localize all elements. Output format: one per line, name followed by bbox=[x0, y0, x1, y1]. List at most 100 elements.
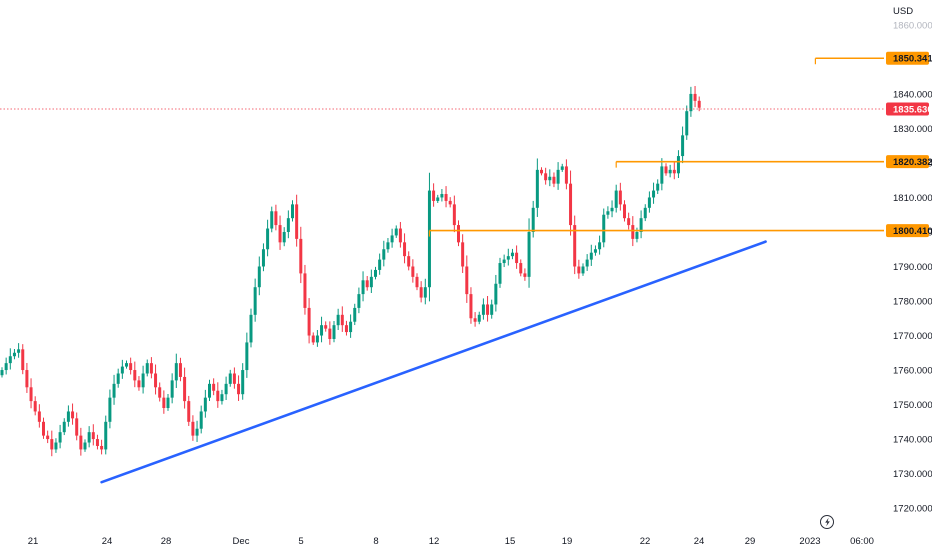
candle-body bbox=[448, 200, 452, 205]
x-tick-label: 21 bbox=[28, 536, 39, 547]
candle-body bbox=[62, 421, 66, 433]
y-tick-label: 1830.000 bbox=[893, 124, 932, 135]
candle-body bbox=[112, 383, 116, 398]
candle-body bbox=[427, 190, 431, 288]
candle-body bbox=[29, 387, 33, 402]
candle-body bbox=[614, 190, 618, 208]
candle-body bbox=[33, 401, 37, 412]
candle-body bbox=[535, 169, 539, 208]
candle-body bbox=[635, 231, 639, 239]
candle-body bbox=[170, 380, 174, 398]
trendline[interactable] bbox=[100, 240, 767, 484]
candle-body bbox=[589, 252, 593, 260]
candle-body bbox=[631, 225, 635, 239]
candle-body bbox=[108, 397, 112, 422]
candle-body bbox=[585, 259, 589, 267]
candle-body bbox=[66, 411, 70, 422]
x-tick-label: 24 bbox=[102, 536, 113, 547]
candle-body bbox=[95, 439, 99, 446]
candle-body bbox=[693, 93, 697, 101]
candle-body bbox=[577, 266, 581, 274]
candle-body bbox=[365, 280, 369, 288]
x-tick-label: 28 bbox=[161, 536, 172, 547]
y-tick-label: 1840.000 bbox=[893, 89, 932, 100]
candle-body bbox=[444, 194, 448, 201]
y-tick-label: 1740.000 bbox=[893, 435, 932, 446]
candle-body bbox=[154, 373, 158, 388]
x-tick-label: 8 bbox=[373, 536, 378, 547]
x-tick-label: 12 bbox=[429, 536, 440, 547]
candle-body bbox=[257, 266, 261, 288]
time-axis[interactable]: 21 24 28 Dec 5 8 12 15 19 22 24 29 2023 06:00 bbox=[28, 536, 874, 547]
candle-body bbox=[311, 335, 315, 343]
candle-body bbox=[71, 411, 75, 419]
last-price-badge-label: 1835.630 bbox=[893, 105, 932, 116]
y-tick-label: 1750.000 bbox=[893, 400, 932, 411]
candles-layer bbox=[0, 85, 701, 457]
candle-body bbox=[17, 349, 21, 353]
candle-body bbox=[291, 204, 294, 219]
price-badges: 1850.341 1820.382 1800.410 1835.630 bbox=[886, 51, 932, 238]
candle-body bbox=[668, 169, 672, 174]
levels-layer bbox=[0, 57, 884, 237]
candle-body bbox=[141, 373, 145, 388]
candle-body bbox=[21, 349, 25, 371]
candle-body bbox=[390, 235, 394, 243]
candle-body bbox=[581, 266, 585, 274]
candle-body bbox=[137, 380, 141, 388]
candle-body bbox=[232, 373, 236, 384]
lightning-icon[interactable] bbox=[820, 515, 834, 529]
candle-body bbox=[486, 304, 490, 315]
candle-body bbox=[676, 156, 680, 174]
candle-body bbox=[423, 287, 427, 298]
candle-body bbox=[419, 287, 423, 298]
candle-body bbox=[452, 204, 456, 226]
candle-body bbox=[286, 218, 290, 232]
candle-body bbox=[374, 269, 377, 277]
currency-label: USD bbox=[893, 6, 913, 17]
candle-body bbox=[552, 176, 556, 184]
candle-body bbox=[324, 325, 328, 329]
candle-body bbox=[183, 376, 187, 402]
candle-body bbox=[212, 383, 216, 391]
candle-body bbox=[315, 335, 319, 343]
candle-body bbox=[610, 207, 614, 212]
x-tick-label: 5 bbox=[298, 536, 303, 547]
candle-body bbox=[0, 370, 4, 376]
candle-body bbox=[593, 249, 597, 253]
level-badge bbox=[886, 224, 929, 238]
x-tick-label: 06:00 bbox=[850, 536, 874, 547]
candle-body bbox=[8, 356, 12, 364]
candle-body bbox=[25, 370, 29, 388]
candle-body bbox=[174, 363, 178, 381]
x-tick-label: 19 bbox=[562, 536, 573, 547]
y-tick-label: 1720.000 bbox=[893, 504, 932, 515]
candle-body bbox=[120, 366, 124, 374]
candle-body bbox=[249, 314, 253, 343]
candle-body bbox=[100, 445, 104, 450]
candle-body bbox=[357, 294, 361, 308]
candle-body bbox=[195, 428, 199, 436]
candle-body bbox=[436, 197, 440, 201]
candle-body bbox=[340, 314, 344, 326]
x-tick-label: 22 bbox=[640, 536, 651, 547]
level-badge-label: 1850.341 bbox=[893, 54, 932, 65]
trendline-layer[interactable] bbox=[100, 240, 767, 484]
candle-body bbox=[145, 363, 149, 374]
candle-body bbox=[656, 183, 660, 191]
candle-body bbox=[12, 352, 16, 357]
candle-body bbox=[336, 314, 340, 326]
candle-body bbox=[83, 442, 87, 450]
candle-body bbox=[469, 294, 473, 319]
candle-body bbox=[261, 249, 265, 267]
candle-body bbox=[278, 225, 282, 243]
candle-body bbox=[697, 100, 701, 108]
candle-body bbox=[548, 176, 552, 181]
candle-body bbox=[208, 383, 211, 398]
candle-body bbox=[652, 190, 656, 198]
x-tick-label: 15 bbox=[505, 536, 516, 547]
candle-body bbox=[573, 225, 577, 267]
level-badge-label: 1820.382 bbox=[893, 157, 932, 168]
candle-body bbox=[432, 190, 436, 201]
